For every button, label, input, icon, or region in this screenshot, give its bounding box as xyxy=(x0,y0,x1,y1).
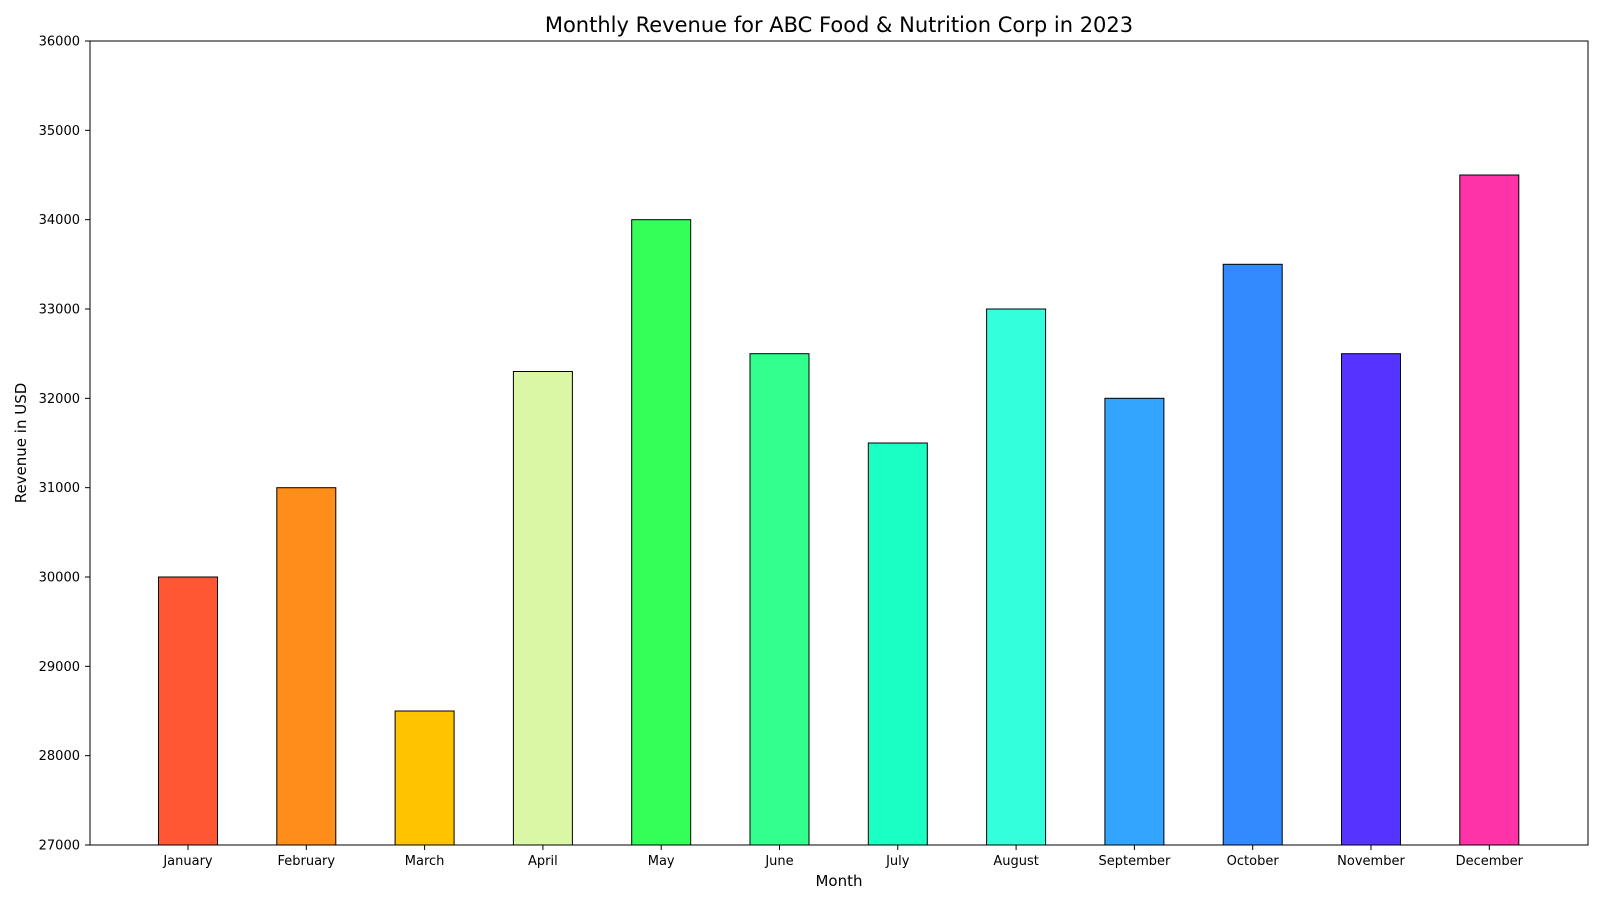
x-tick-label-may: May xyxy=(648,854,675,869)
x-tick-label-march: March xyxy=(405,854,445,869)
bar-january xyxy=(158,576,218,846)
y-tick-label: 35000 xyxy=(39,124,80,139)
bar-september xyxy=(1104,397,1165,846)
x-tick-label-january: January xyxy=(162,854,213,869)
y-axis-label: Revenue in USD xyxy=(12,383,30,504)
x-tick-label-december: December xyxy=(1456,854,1524,869)
plot-frame xyxy=(89,40,1589,846)
y-axis: 27000 28000 29000 30000 31000 32000 33000 34000… xyxy=(39,35,90,854)
bar-may xyxy=(631,219,692,846)
bar-april xyxy=(512,371,573,846)
y-tick-label: 28000 xyxy=(39,749,80,764)
x-tick-label-april: April xyxy=(528,854,558,869)
y-tick-label: 36000 xyxy=(39,35,80,50)
bar-august xyxy=(986,308,1047,846)
x-tick-label-november: November xyxy=(1337,854,1405,869)
y-tick-label: 33000 xyxy=(39,303,80,318)
y-tick-label: 30000 xyxy=(39,571,80,586)
x-tick-label-july: July xyxy=(885,854,910,869)
y-tick-label: 31000 xyxy=(39,481,80,496)
bar-november xyxy=(1341,353,1401,846)
x-tick-label-october: October xyxy=(1227,854,1280,869)
x-tick-label-february: February xyxy=(277,854,335,869)
x-axis: January February March April May June July Augu… xyxy=(162,845,1524,869)
bar-june xyxy=(749,353,810,846)
y-tick-label: 34000 xyxy=(39,213,80,228)
bars-group xyxy=(158,174,1520,846)
y-tick-label: 29000 xyxy=(39,660,80,675)
x-tick-label-september: September xyxy=(1098,854,1171,869)
bar-july xyxy=(867,442,928,846)
x-axis-label: Month xyxy=(815,872,862,890)
y-tick-label: 32000 xyxy=(39,392,80,407)
x-tick-label-august: August xyxy=(993,854,1039,869)
bar-december xyxy=(1459,174,1520,846)
bar-february xyxy=(276,487,337,846)
y-tick-label: 27000 xyxy=(39,839,80,854)
bar-march xyxy=(394,710,455,846)
x-tick-label-june: June xyxy=(764,854,793,869)
chart-title: Monthly Revenue for ABC Food & Nutrition… xyxy=(545,13,1133,37)
bar-october xyxy=(1222,263,1283,846)
